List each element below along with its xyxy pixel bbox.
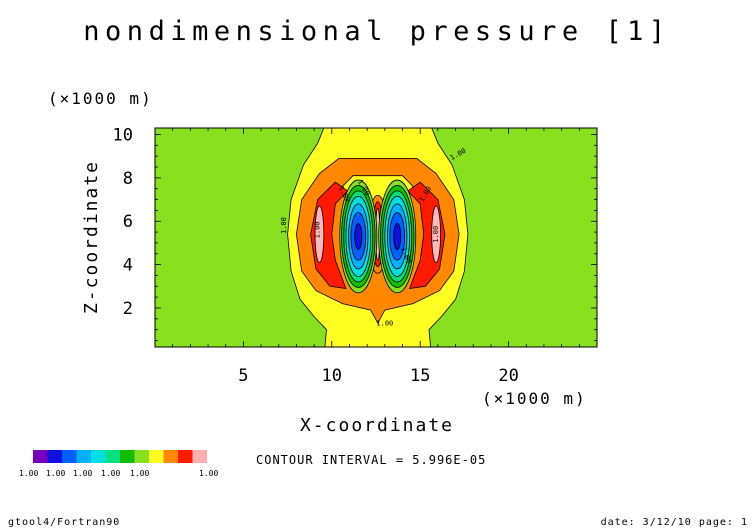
y-axis-label: Z-coordinate: [81, 160, 102, 314]
contour-label-7: 1.00: [376, 319, 393, 327]
y-tick-label-2: 2: [123, 299, 133, 319]
y-tick-label-6: 6: [123, 212, 133, 232]
colorbar-swatch-8: [149, 450, 164, 463]
colorbar-label-3: 1.00: [101, 469, 120, 478]
x-tick-label-15: 15: [410, 366, 430, 386]
colorbar: 1.00 1.00 1.00 1.00 1.00 1.00: [19, 450, 218, 478]
contour-interval-text: CONTOUR INTERVAL = 5.996E-05: [256, 453, 486, 467]
contour-label-0: 1.00: [280, 217, 288, 234]
colorbar-label-2: 1.00: [73, 469, 92, 478]
colorbar-swatch-1: [47, 450, 62, 463]
colorbar-swatch-5: [105, 450, 120, 463]
contour-fields: 1.00 1.00 1.001.001.001.001.001.001.00: [155, 128, 597, 347]
colorbar-label-5: 1.00: [199, 469, 218, 478]
colorbar-swatch-10: [178, 450, 193, 463]
colorbar-swatch-9: [163, 450, 178, 463]
colorbar-label-1: 1.00: [46, 469, 65, 478]
colorbar-swatch-11: [192, 450, 207, 463]
x-unit-label: (×1000 m): [482, 389, 587, 408]
y-tick-label-4: 4: [123, 256, 133, 276]
chart-title: nondimensional pressure [1]: [83, 16, 670, 47]
x-tick-label-20: 20: [498, 366, 518, 386]
footer-left: gtool4/Fortran90: [8, 517, 120, 528]
colorbar-label-0: 1.00: [19, 469, 38, 478]
colorbar-swatch-4: [91, 450, 106, 463]
x-tick-label-10: 10: [322, 366, 342, 386]
x-axis-label: X-coordinate: [300, 415, 454, 436]
x-tick-label-5: 5: [238, 366, 248, 386]
colorbar-swatch-6: [120, 450, 135, 463]
contour-peak-left: [314, 205, 325, 263]
colorbar-swatch-2: [62, 450, 77, 463]
y-unit-label: (×1000 m): [48, 89, 153, 108]
contour-peak-right: [431, 205, 441, 263]
footer-right: date: 3/12/10 page: 1: [601, 517, 748, 528]
contour-label-1: 1.00: [313, 221, 321, 238]
colorbar-swatch-7: [134, 450, 149, 463]
plot-area: 1.00 1.00 1.001.001.001.001.001.001.00: [154, 127, 598, 348]
colorbar-swatch-0: [33, 450, 48, 463]
contour-lobe-left-6: [354, 223, 363, 250]
colorbar-swatch-3: [76, 450, 91, 463]
contour-lobe-right-6: [393, 223, 402, 250]
contour-label-2: 1.00: [432, 226, 440, 243]
y-tick-label-10: 10: [113, 126, 133, 146]
y-tick-label-8: 8: [123, 169, 133, 189]
plot-frame: [154, 127, 598, 348]
colorbar-label-4: 1.00: [130, 469, 149, 478]
